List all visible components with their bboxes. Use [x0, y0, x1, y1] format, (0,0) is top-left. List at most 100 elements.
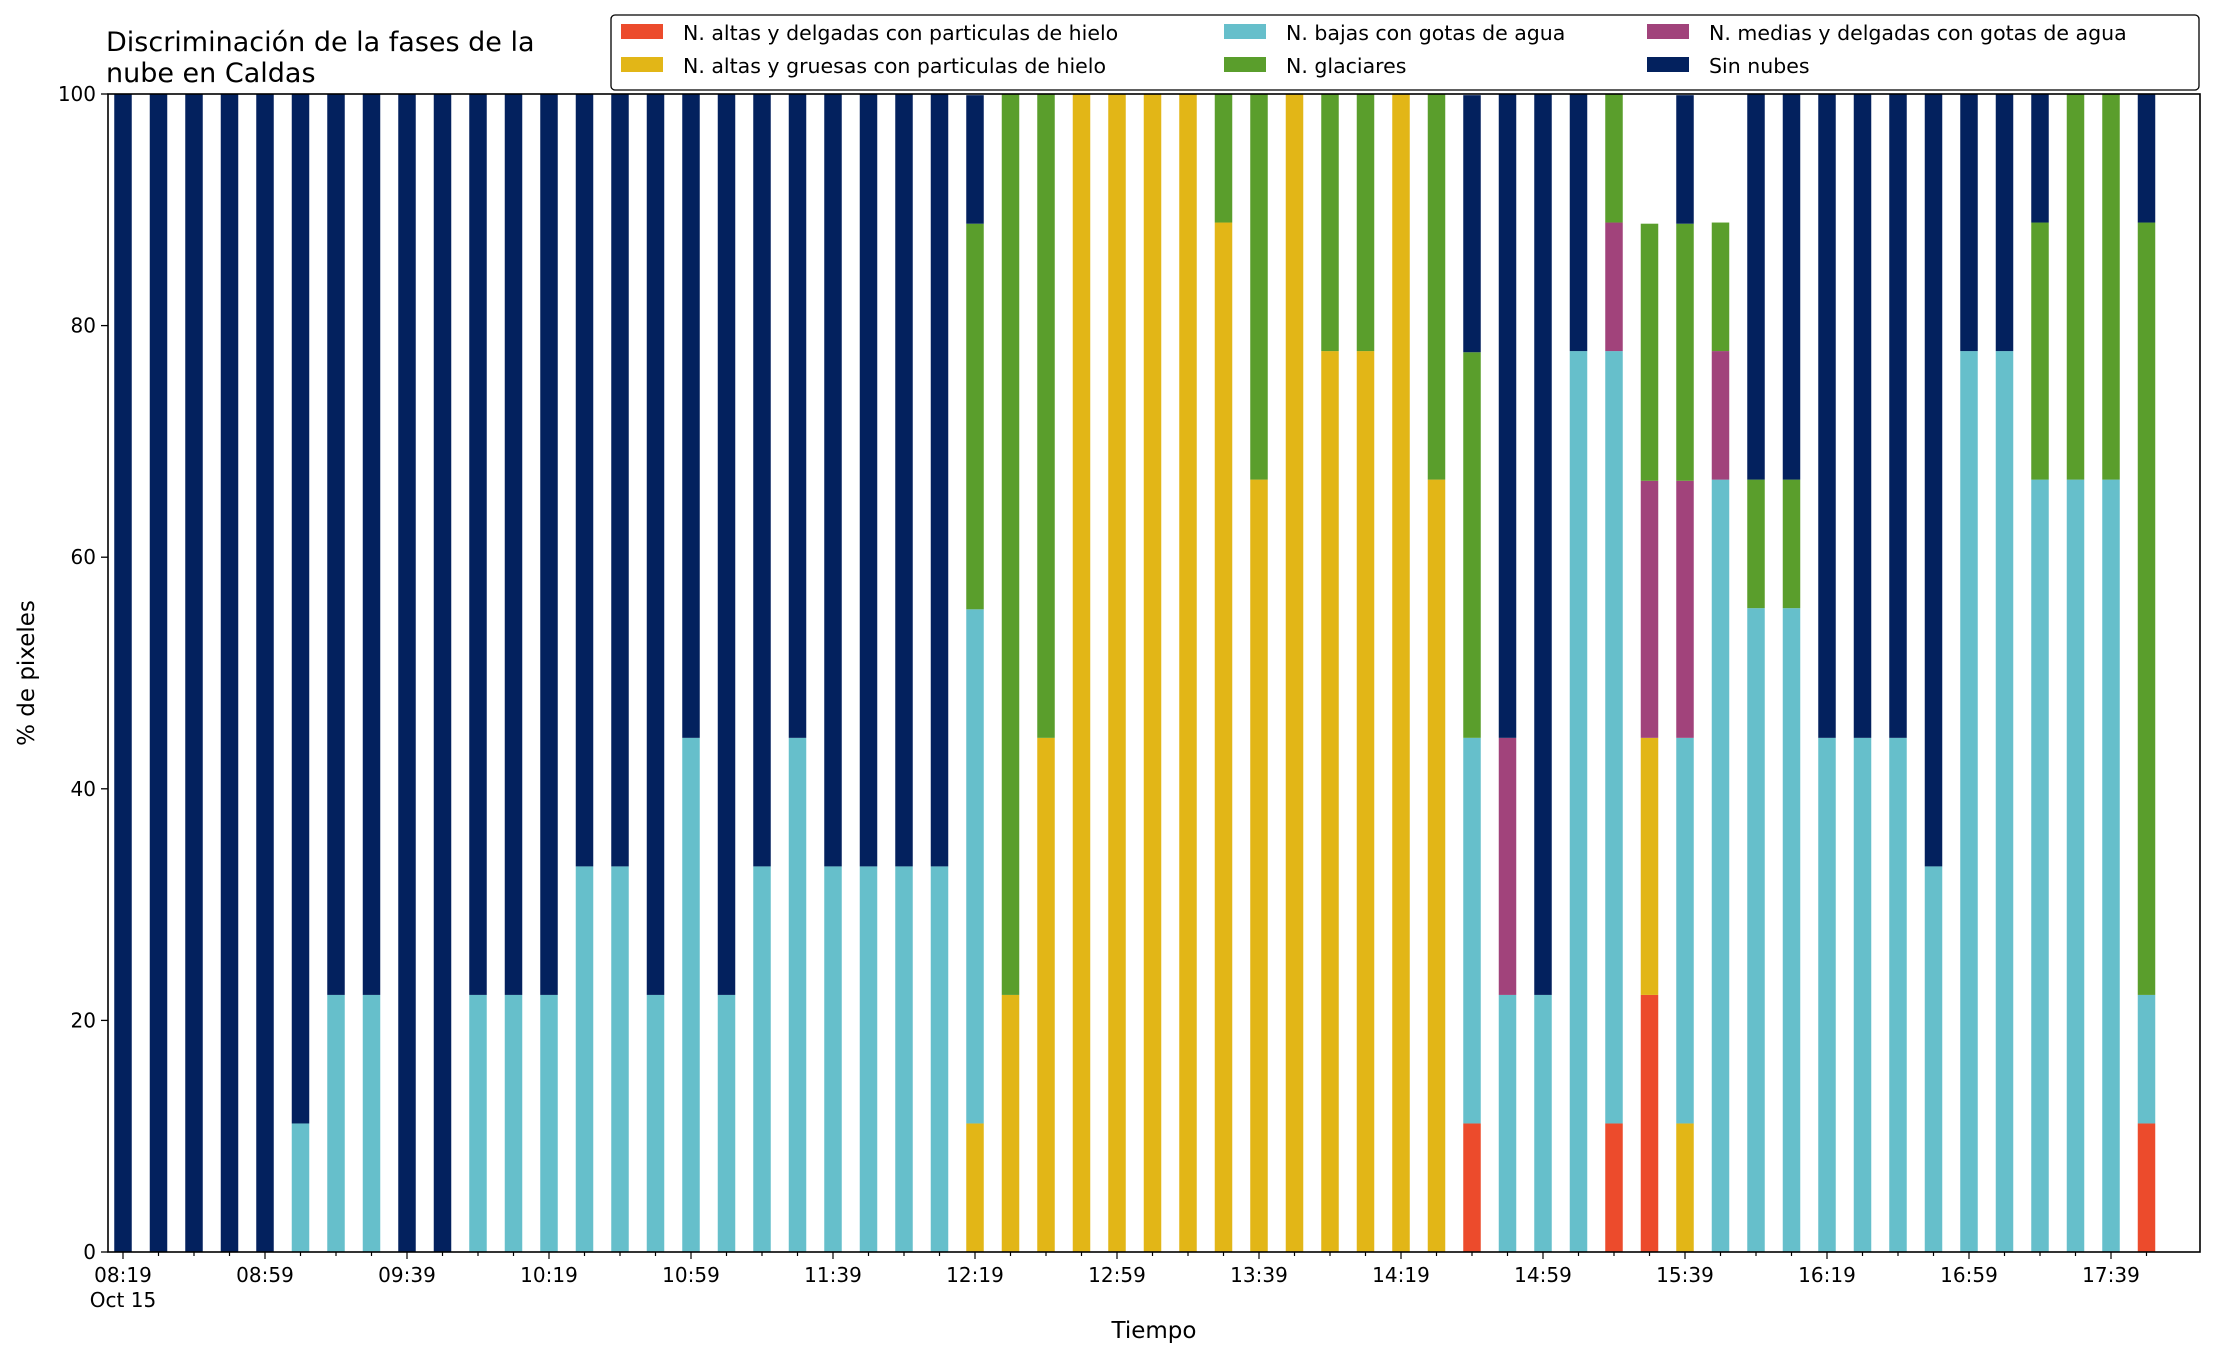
bar-segment: [1392, 94, 1410, 1252]
legend-label: Sin nubes: [1709, 54, 1810, 78]
bar-segment: [788, 737, 807, 1252]
legend-swatch: [1224, 24, 1266, 39]
bar-segment: [1889, 737, 1907, 1252]
y-tick-label: 20: [71, 1008, 96, 1032]
bar-segment: [1072, 94, 1091, 1252]
bar-segment: [895, 866, 913, 1252]
bar-segment: [1889, 94, 1907, 738]
bar-segment: [1747, 479, 1765, 609]
x-tick-label: 17:39: [2082, 1263, 2140, 1287]
bar-segment: [2137, 1123, 2156, 1252]
bar-segment: [646, 94, 665, 995]
bar-segment: [1676, 737, 1694, 1124]
bar-segment: [291, 94, 310, 1124]
x-tick-label: 14:19: [1372, 1263, 1430, 1287]
bar-segment: [327, 94, 345, 995]
bar-segment: [1782, 479, 1801, 609]
bar-segment: [859, 866, 878, 1252]
bar-segment: [1676, 95, 1694, 224]
plot-frame: [107, 93, 2201, 1253]
bar-segment: [682, 94, 700, 738]
bar-segment: [1818, 737, 1836, 1252]
bar-segment: [895, 94, 913, 867]
bar-segment: [469, 994, 487, 1252]
bar-segment: [1782, 608, 1801, 1252]
bar-segment: [1605, 1123, 1623, 1252]
x-axis-label: Tiempo: [1111, 1318, 1197, 1344]
legend-swatch: [1647, 24, 1689, 39]
legend-label: N. glaciares: [1286, 54, 1406, 78]
bar-segment: [2031, 479, 2049, 1252]
bar-segment: [682, 737, 700, 1252]
bar-segment: [1711, 351, 1730, 480]
bar-segment: [1250, 94, 1268, 480]
bar-segment: [540, 994, 558, 1252]
bar-segment: [1605, 351, 1623, 1124]
x-tick-label: 12:19: [946, 1263, 1004, 1287]
bar-segment: [1995, 94, 2014, 352]
x-tick-sublabel: Oct 15: [90, 1288, 156, 1312]
bar-segment: [291, 1123, 310, 1252]
bar-segment: [185, 94, 203, 1252]
bar-segment: [540, 94, 558, 995]
legend-label: N. altas y delgadas con particulas de hi…: [683, 21, 1118, 45]
bar-segment: [1427, 479, 1446, 1252]
x-tick-label: 11:39: [804, 1263, 862, 1287]
bar-segment: [1463, 95, 1481, 353]
y-tick-label: 100: [58, 82, 96, 106]
bar-segment: [1924, 866, 1943, 1252]
x-tick-label: 08:19: [94, 1263, 152, 1287]
bar-segment: [1250, 479, 1268, 1252]
bar-segment: [2066, 479, 2085, 1252]
bar-segment: [504, 994, 523, 1252]
x-tick-label: 14:59: [1514, 1263, 1572, 1287]
bar-segment: [930, 94, 949, 867]
bar-segment: [1569, 351, 1588, 1253]
x-tick-label: 16:19: [1798, 1263, 1856, 1287]
bar-segment: [930, 866, 949, 1252]
bar-segment: [1463, 1123, 1481, 1252]
bar-segment: [1534, 94, 1552, 995]
bar-segment: [717, 94, 736, 995]
y-tick-label: 60: [71, 545, 96, 569]
x-tick-label: 13:39: [1230, 1263, 1288, 1287]
bar-segment: [2066, 94, 2085, 480]
bar-segment: [398, 94, 416, 1252]
x-tick-label: 16:59: [1940, 1263, 1998, 1287]
bar-segment: [575, 866, 594, 1252]
x-tick-label: 12:59: [1088, 1263, 1146, 1287]
bar-segment: [611, 94, 629, 867]
bar-segment: [1676, 480, 1694, 738]
bar-segment: [2031, 222, 2049, 480]
bar-segment: [1356, 94, 1375, 352]
bar-segment: [859, 94, 878, 867]
bar-segment: [1960, 351, 1978, 1253]
legend-label: N. medias y delgadas con gotas de agua: [1709, 21, 2127, 45]
bar-segment: [2102, 94, 2120, 480]
bar-segment: [1747, 608, 1765, 1252]
bar-segment: [2137, 222, 2156, 995]
bar-segment: [1569, 94, 1588, 352]
y-tick-label: 0: [83, 1240, 96, 1264]
bar-segment: [1924, 94, 1943, 867]
bar-segment: [824, 866, 842, 1252]
bar-segment: [1108, 94, 1126, 1252]
bar-segment: [966, 609, 984, 1124]
bar-segment: [753, 866, 771, 1252]
bar-segment: [824, 94, 842, 867]
bar-segment: [433, 94, 452, 1252]
bar-segment: [1676, 223, 1694, 481]
bar-segment: [469, 94, 487, 995]
bar-segment: [1747, 94, 1765, 480]
bar-segment: [2137, 94, 2156, 223]
legend-swatch: [1224, 57, 1266, 72]
bar-layer: [114, 94, 2156, 1253]
bar-segment: [1356, 351, 1375, 1253]
bar-segment: [1960, 94, 1978, 352]
bar-segment: [788, 94, 807, 738]
bar-segment: [1995, 351, 2014, 1253]
bar-segment: [646, 994, 665, 1252]
